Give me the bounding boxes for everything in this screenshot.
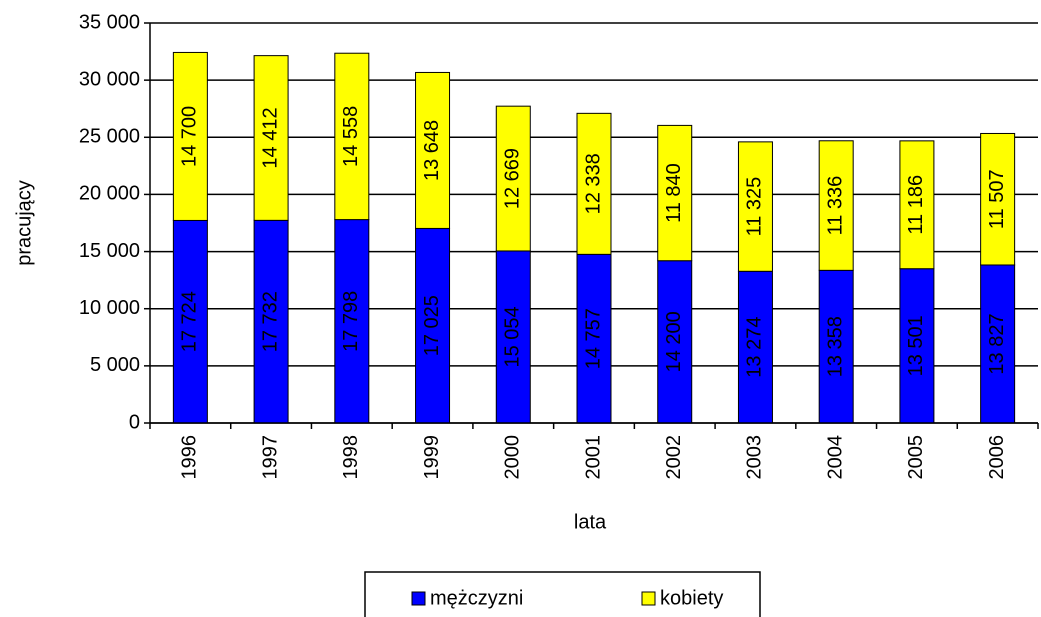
y-tick-label: 30 000 xyxy=(79,68,140,90)
y-tick-label: 25 000 xyxy=(79,126,140,148)
legend-label: mężczyzni xyxy=(430,587,523,609)
value-label: 17 732 xyxy=(259,291,281,352)
bar-segment xyxy=(657,260,693,424)
x-tick-label: 1997 xyxy=(259,435,281,480)
bar-segment xyxy=(253,55,289,221)
value-label: 15 054 xyxy=(502,306,524,367)
y-tick-label: 35 000 xyxy=(79,11,140,33)
x-tick-label: 2000 xyxy=(502,435,524,480)
y-tick-label: 0 xyxy=(129,411,140,433)
bar-segment xyxy=(657,124,693,262)
bar-segment xyxy=(899,268,935,424)
value-label: 14 412 xyxy=(259,107,281,168)
bar-segment xyxy=(334,52,370,221)
y-axis-label: pracujący xyxy=(13,180,35,266)
y-tick-label: 10 000 xyxy=(79,297,140,319)
bar-segment xyxy=(576,253,612,424)
value-label: 11 186 xyxy=(905,175,927,235)
bar-segment xyxy=(334,219,370,424)
y-tick-label: 20 000 xyxy=(79,183,140,205)
x-tick-label: 1999 xyxy=(421,435,443,480)
bar-segment xyxy=(737,270,773,424)
x-tick-label: 2005 xyxy=(905,435,927,480)
value-label: 13 827 xyxy=(986,313,1008,374)
value-label: 14 700 xyxy=(179,106,201,167)
bar-segment xyxy=(899,140,935,270)
bar-segment xyxy=(818,140,854,271)
bar-segment xyxy=(980,132,1016,266)
value-label: 13 648 xyxy=(421,120,443,181)
x-tick-label: 2004 xyxy=(824,435,846,480)
value-label: 13 358 xyxy=(824,316,846,377)
bar-segment xyxy=(818,269,854,424)
value-label: 11 840 xyxy=(663,163,685,223)
bar-segment xyxy=(737,141,773,272)
value-label: 17 724 xyxy=(179,291,201,352)
x-tick-label: 2002 xyxy=(663,435,685,480)
bar-segment xyxy=(495,105,531,252)
y-tick-label: 5 000 xyxy=(90,354,140,376)
legend-swatch xyxy=(411,591,426,606)
x-tick-label: 1996 xyxy=(179,435,201,480)
bar-segment xyxy=(495,250,531,424)
value-label: 17 798 xyxy=(340,291,362,352)
value-label: 14 200 xyxy=(663,311,685,372)
value-label: 14 757 xyxy=(582,308,604,369)
value-label: 13 501 xyxy=(905,315,927,376)
value-label: 13 274 xyxy=(744,317,766,378)
value-label: 14 558 xyxy=(340,106,362,167)
value-label: 17 025 xyxy=(421,295,443,356)
x-tick-label: 1998 xyxy=(340,435,362,480)
bar-segment xyxy=(415,71,451,229)
y-tick-label: 15 000 xyxy=(79,240,140,262)
legend-swatch xyxy=(641,591,656,606)
legend-box xyxy=(364,571,761,617)
bar-segment xyxy=(576,112,612,255)
legend-label: kobiety xyxy=(660,587,723,609)
value-label: 11 507 xyxy=(986,169,1008,229)
x-tick-label: 2006 xyxy=(986,435,1008,480)
value-label: 12 669 xyxy=(502,148,524,209)
x-tick-label: 2003 xyxy=(744,435,766,480)
value-label: 11 325 xyxy=(744,177,766,237)
bar-segment xyxy=(172,51,208,221)
x-tick-label: 2001 xyxy=(582,435,604,480)
x-axis-label: lata xyxy=(574,511,607,533)
bar-segment xyxy=(172,219,208,424)
value-label: 11 336 xyxy=(824,176,846,236)
bar-segment xyxy=(415,227,451,424)
value-label: 12 338 xyxy=(582,153,604,214)
